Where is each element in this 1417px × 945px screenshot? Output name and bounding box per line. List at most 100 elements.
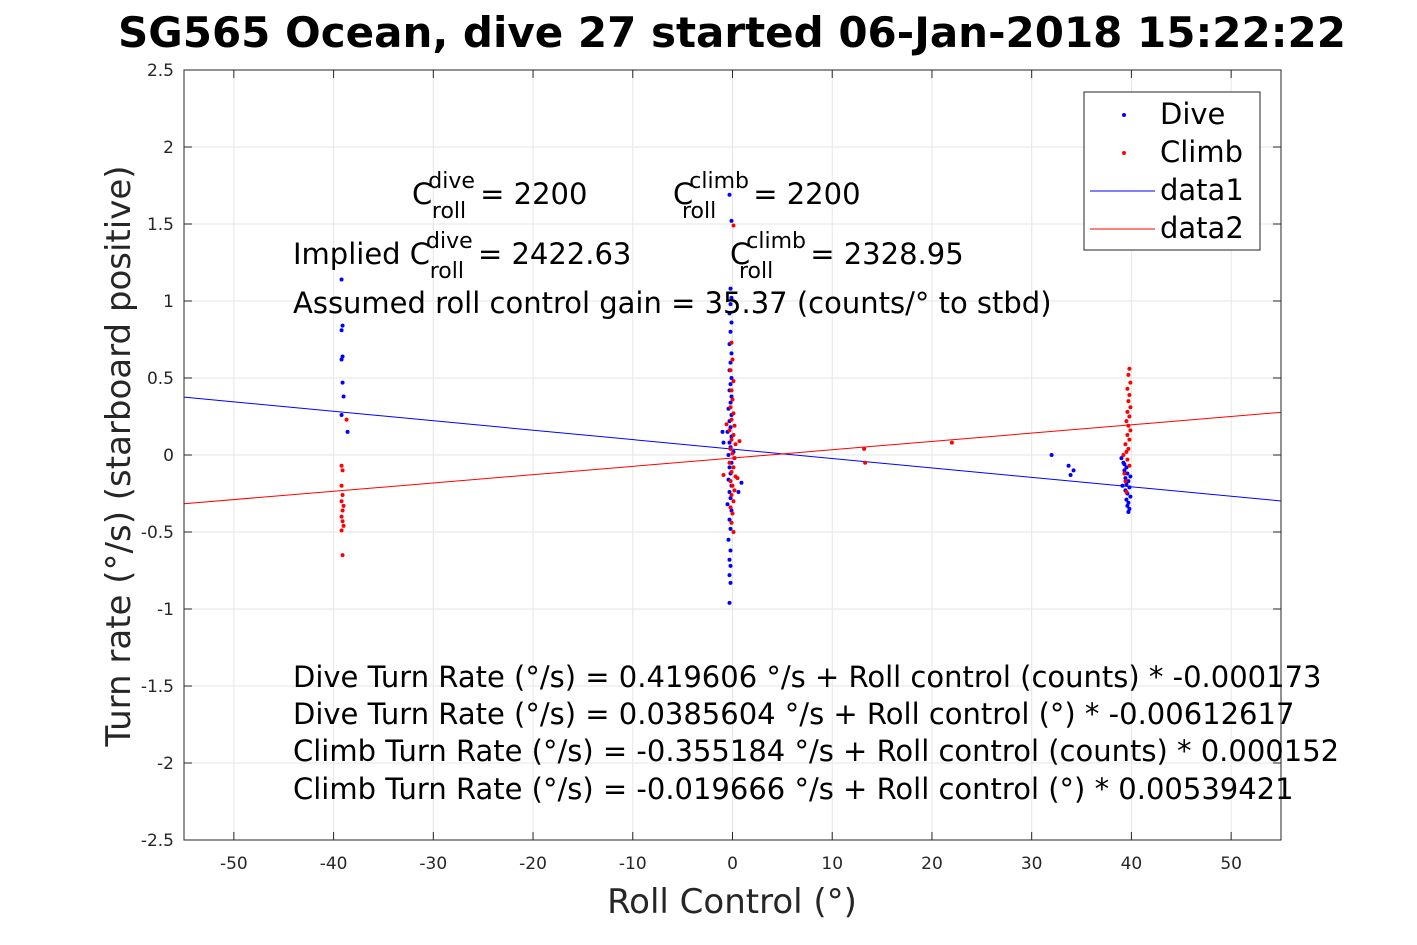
climb-point <box>731 499 736 504</box>
legend-climb-marker <box>1122 151 1126 155</box>
x-tick-label: -30 <box>419 854 447 874</box>
dive-point <box>1126 479 1131 484</box>
c-roll-dive-annotation: Cdive roll= 2200 <box>412 169 587 224</box>
y-tick-label: 2.5 <box>147 61 174 81</box>
climb-point <box>729 520 734 525</box>
c-roll-climb-annotation: Cclimb roll= 2200 <box>673 169 861 224</box>
climb-point <box>730 397 735 402</box>
dive-point <box>728 302 733 307</box>
dive-point <box>1125 503 1130 508</box>
dive-point <box>727 311 732 316</box>
climb-point <box>1124 489 1129 494</box>
dive-point <box>1123 476 1128 481</box>
dive-point <box>728 382 733 387</box>
climb-point <box>1127 366 1132 371</box>
dive-point <box>339 277 344 282</box>
climb-point <box>339 499 344 504</box>
climb-point <box>1128 405 1133 410</box>
dive-fit-counts-equation: Dive Turn Rate (°/s) = 0.419606 °/s + Ro… <box>293 660 1321 694</box>
dive-point <box>345 429 350 434</box>
dive-point <box>728 580 733 585</box>
dive-point <box>1128 474 1133 479</box>
x-tick-label: -10 <box>619 854 647 874</box>
dive-point <box>339 357 344 362</box>
dive-point <box>728 286 733 291</box>
legend-data1-label: data1 <box>1160 173 1244 207</box>
x-tick-label: 10 <box>821 854 843 874</box>
dive-point <box>727 517 732 522</box>
climb-point <box>730 451 735 456</box>
climb-point <box>729 340 734 345</box>
dive-point <box>721 440 726 445</box>
implied-c-roll-climb-annotation: Cclimb roll= 2328.95 <box>730 229 964 284</box>
dive-point <box>1066 463 1071 468</box>
legend-dive-label: Dive <box>1160 97 1225 131</box>
y-tick-label: -2.5 <box>141 831 174 851</box>
dive-point <box>727 465 732 470</box>
climb-point <box>1121 453 1126 457</box>
climb-point <box>1125 432 1130 437</box>
dive-point <box>727 557 732 562</box>
dive-point <box>1126 509 1131 514</box>
climb-point <box>1123 442 1128 447</box>
dive-point <box>725 502 730 507</box>
dive-point <box>729 218 734 223</box>
climb-point <box>1125 386 1130 391</box>
dive-point <box>1124 497 1129 502</box>
dive-point <box>1068 473 1073 478</box>
climb-point <box>1127 414 1132 419</box>
x-tick-label: 0 <box>727 854 738 874</box>
x-tick-label: 20 <box>921 854 943 874</box>
climb-point <box>730 357 735 362</box>
climb-point <box>341 503 346 508</box>
climb-point <box>724 422 729 427</box>
climb-point <box>732 456 737 461</box>
x-tick-label: -40 <box>320 854 348 874</box>
dive-point <box>729 394 734 399</box>
climb-point <box>731 530 736 534</box>
dive-point <box>736 489 741 494</box>
x-tick-label: -50 <box>220 854 248 874</box>
climb-point <box>721 473 726 478</box>
dive-point <box>1124 482 1129 487</box>
y-tick-label: -0.5 <box>141 523 174 543</box>
dive-point <box>727 600 732 605</box>
dive-point <box>729 508 734 513</box>
dive-point <box>339 328 344 333</box>
climb-point <box>735 476 740 481</box>
roll-gain-annotation: Assumed roll control gain = 35.37 (count… <box>293 286 1052 320</box>
climb-point <box>1126 372 1131 377</box>
climb-point <box>1124 449 1129 454</box>
dive-point <box>340 380 345 385</box>
climb-point <box>737 439 742 444</box>
climb-point <box>730 483 735 488</box>
climb-point <box>862 446 867 451</box>
chart-title: SG565 Ocean, dive 27 started 06-Jan-2018… <box>118 8 1346 57</box>
legend-climb-label: Climb <box>1160 135 1243 169</box>
climb-point <box>729 469 734 474</box>
y-tick-label: 0.5 <box>147 369 174 389</box>
dive-point <box>729 295 734 300</box>
dive-point <box>727 489 732 494</box>
climb-point <box>1124 419 1129 424</box>
y-tick-label: 2 <box>163 138 174 158</box>
dive-point <box>1127 485 1132 490</box>
dive-point <box>728 563 733 568</box>
dive-point <box>728 400 733 405</box>
implied-c-roll-dive-annotation: Implied Cdive roll= 2422.63 <box>293 229 631 284</box>
dive-point <box>728 360 733 365</box>
y-tick-label: 1.5 <box>147 215 174 235</box>
dive-point <box>1120 483 1125 488</box>
climb-point <box>731 465 736 470</box>
climb-point <box>729 437 734 442</box>
climb-point <box>1125 457 1130 462</box>
climb-point <box>1126 446 1131 451</box>
climb-point <box>732 488 737 493</box>
climb-point <box>1126 423 1131 428</box>
dive-point <box>1122 468 1127 473</box>
climb-point <box>1128 428 1133 433</box>
legend-data2-label: data2 <box>1160 211 1244 245</box>
climb-point <box>732 423 737 428</box>
climb-point <box>340 519 345 524</box>
climb-point <box>1127 463 1132 468</box>
